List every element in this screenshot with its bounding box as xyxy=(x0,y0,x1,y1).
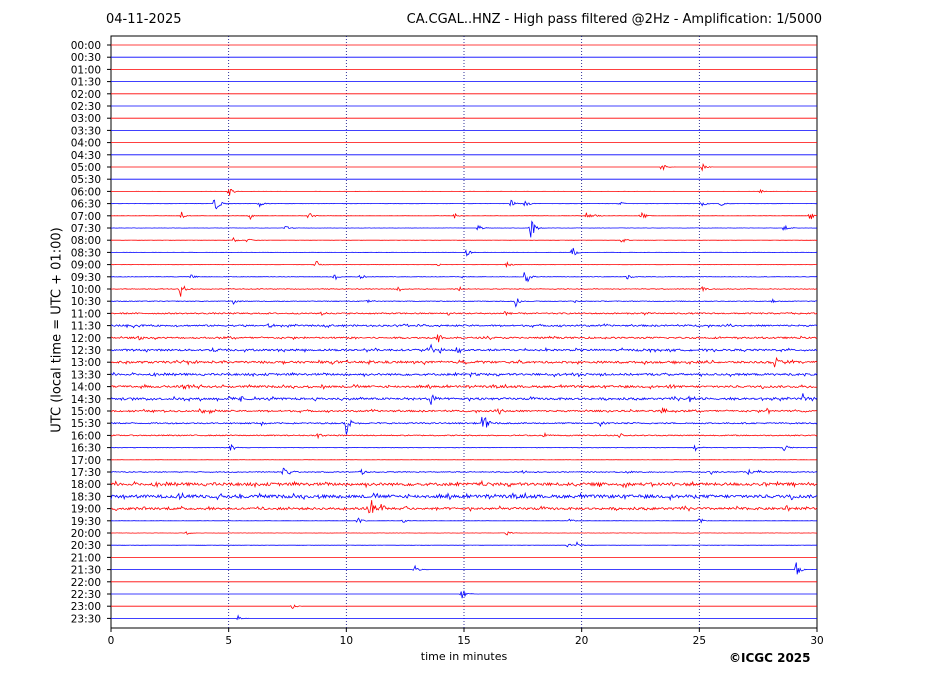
y-tick-label: 14:00 xyxy=(71,382,101,394)
y-tick-label: 22:30 xyxy=(71,589,101,601)
y-tick-label: 10:00 xyxy=(71,284,101,296)
trace-1630 xyxy=(110,443,818,452)
y-tick-label: 13:00 xyxy=(71,357,101,369)
y-tick-label: 07:30 xyxy=(71,223,101,235)
plot-frame xyxy=(110,35,818,629)
trace-1900 xyxy=(110,500,818,514)
trace-1300 xyxy=(110,356,818,368)
trace-1600 xyxy=(110,431,818,440)
trace-1330 xyxy=(110,371,818,378)
x-tick-label: 0 xyxy=(108,635,115,647)
trace-0800 xyxy=(110,236,817,243)
y-tick-label: 17:30 xyxy=(71,467,101,479)
y-tick-label: 09:30 xyxy=(71,272,101,284)
trace-0900 xyxy=(111,260,817,269)
x-tick-label: 15 xyxy=(457,635,470,647)
y-tick-label: 03:00 xyxy=(71,113,101,125)
y-tick-label: 12:30 xyxy=(71,345,101,357)
x-tick-label: 25 xyxy=(693,635,706,647)
y-tick-label: 02:30 xyxy=(71,101,101,113)
y-tick-label: 18:30 xyxy=(71,491,101,503)
y-tick-label: 04:30 xyxy=(71,150,101,162)
y-tick-label: 16:00 xyxy=(71,430,101,442)
y-tick-label: 20:00 xyxy=(71,528,101,540)
copyright-label: ©ICGC 2025 xyxy=(729,651,811,665)
y-tick-label: 01:00 xyxy=(71,64,101,76)
trace-2000 xyxy=(110,531,818,536)
trace-2230 xyxy=(111,590,817,599)
y-tick-label: 06:00 xyxy=(71,186,101,198)
y-tick-label: 05:30 xyxy=(71,174,101,186)
trace-1200 xyxy=(111,334,818,343)
date-label: 04-11-2025 xyxy=(106,12,182,27)
y-tick-label: 13:30 xyxy=(71,369,101,381)
trace-1400 xyxy=(110,383,818,390)
y-tick-label: 23:00 xyxy=(71,601,101,613)
y-tick-label: 11:30 xyxy=(71,321,101,333)
y-tick-label: 22:00 xyxy=(71,577,101,589)
trace-2130 xyxy=(111,562,817,575)
y-tick-label: 00:30 xyxy=(71,52,101,64)
trace-1430 xyxy=(110,393,818,405)
y-tick-label: 07:00 xyxy=(71,211,101,223)
trace-1930 xyxy=(111,517,817,524)
y-tick-label: 04:00 xyxy=(71,138,101,150)
trace-0600 xyxy=(110,188,817,196)
trace-0630 xyxy=(110,199,818,210)
trace-2300 xyxy=(111,604,817,610)
trace-1830 xyxy=(110,491,818,502)
y-tick-label: 06:30 xyxy=(71,199,101,211)
y-tick-label: 01:30 xyxy=(71,77,101,89)
y-tick-label: 21:30 xyxy=(71,565,101,577)
y-tick-label: 19:30 xyxy=(71,516,101,528)
y-tick-label: 23:30 xyxy=(71,613,101,625)
trace-2030 xyxy=(111,541,818,548)
y-tick-label: 08:30 xyxy=(71,247,101,259)
y-tick-label: 10:30 xyxy=(71,296,101,308)
y-tick-label: 14:30 xyxy=(71,394,101,406)
y-tick-label: 19:00 xyxy=(71,504,101,516)
x-tick-label: 30 xyxy=(810,635,823,647)
trace-0830 xyxy=(111,247,817,257)
x-tick-label: 5 xyxy=(225,635,232,647)
trace-1500 xyxy=(111,407,818,415)
x-tick-label: 20 xyxy=(575,635,588,647)
x-tick-label: 10 xyxy=(340,635,353,647)
trace-0930 xyxy=(111,272,818,283)
trace-1800 xyxy=(110,479,818,489)
y-tick-label: 09:00 xyxy=(71,260,101,272)
y-tick-label: 00:00 xyxy=(71,40,101,52)
trace-1730 xyxy=(110,467,818,476)
y-tick-label: 15:30 xyxy=(71,418,101,430)
y-tick-label: 15:00 xyxy=(71,406,101,418)
trace-1530 xyxy=(110,416,818,435)
y-tick-label: 08:00 xyxy=(71,235,101,247)
y-tick-label: 05:00 xyxy=(71,162,101,174)
y-tick-label: 20:30 xyxy=(71,540,101,552)
trace-1100 xyxy=(110,311,818,317)
y-tick-label: 17:00 xyxy=(71,455,101,467)
chart-title: CA.CGAL..HNZ - High pass filtered @2Hz -… xyxy=(406,12,822,27)
trace-0700 xyxy=(110,211,818,221)
trace-2330 xyxy=(111,614,817,621)
y-tick-label: 18:00 xyxy=(71,479,101,491)
trace-1000 xyxy=(110,285,818,297)
y-tick-label: 03:30 xyxy=(71,125,101,137)
y-tick-label: 16:30 xyxy=(71,443,101,455)
y-tick-label: 12:00 xyxy=(71,333,101,345)
trace-1230 xyxy=(110,343,818,354)
trace-0730 xyxy=(110,220,818,238)
y-tick-label: 11:00 xyxy=(71,308,101,320)
y-tick-label: 02:00 xyxy=(71,89,101,101)
y-tick-label: 21:00 xyxy=(71,552,101,564)
trace-0500 xyxy=(111,162,817,172)
x-axis-label: time in minutes xyxy=(420,650,508,663)
trace-1130 xyxy=(110,322,818,329)
trace-1030 xyxy=(110,298,817,308)
